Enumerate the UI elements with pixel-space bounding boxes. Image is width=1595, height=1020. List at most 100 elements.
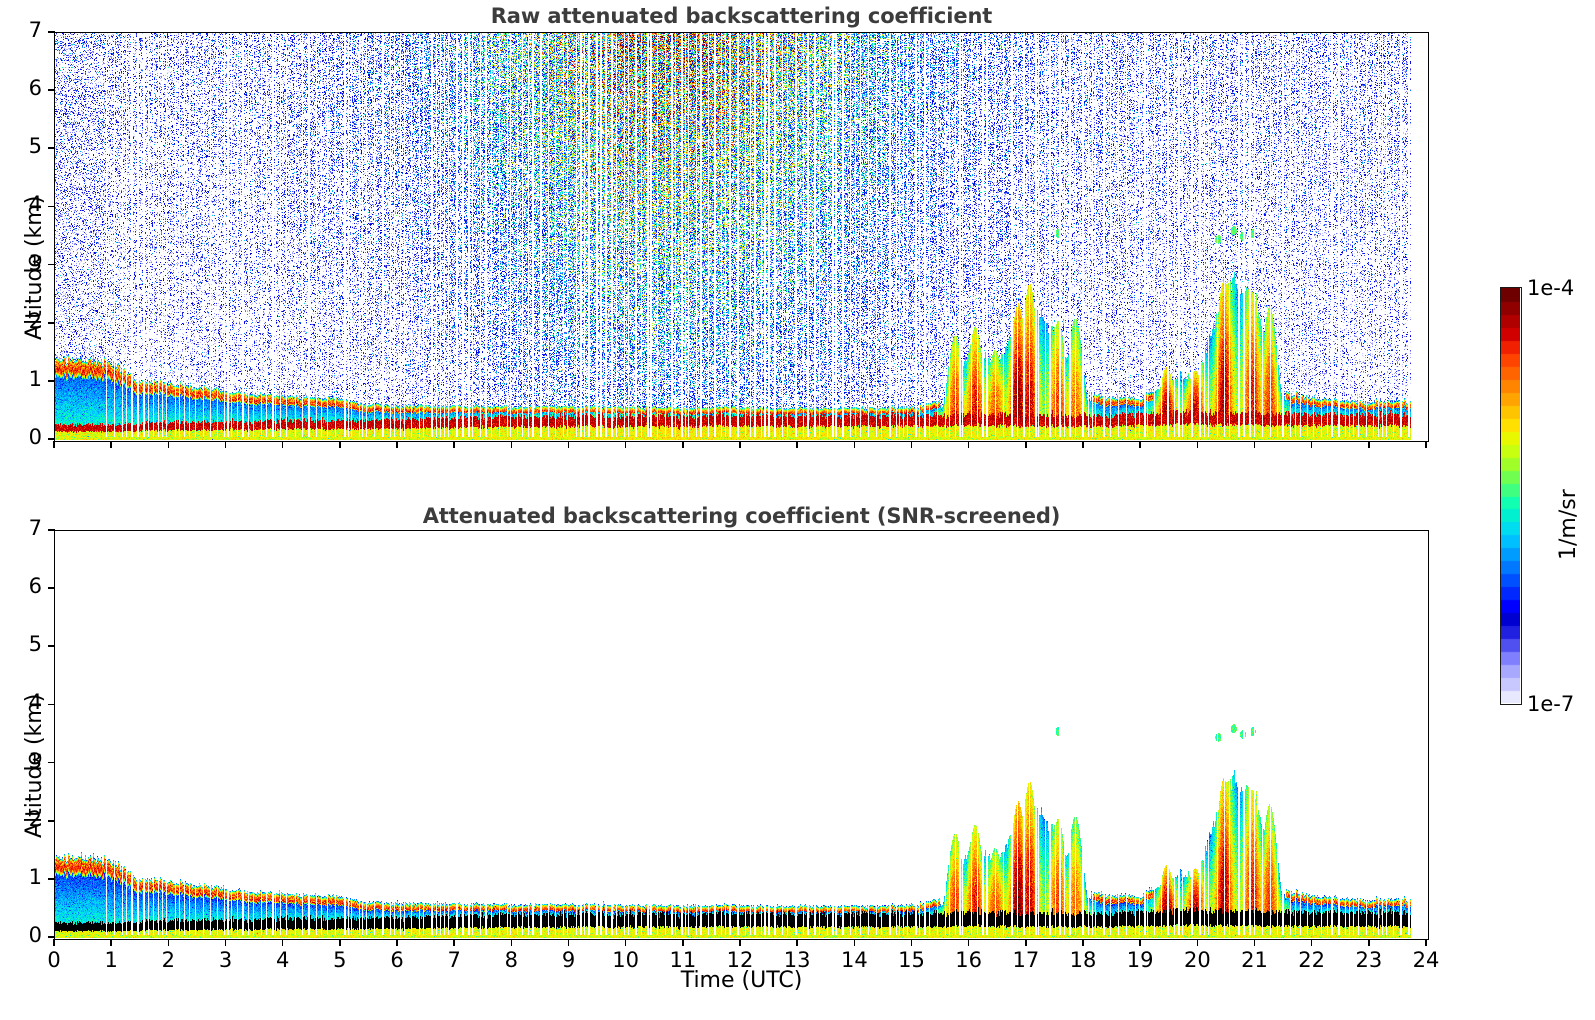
x-tick-top-23: [1368, 441, 1370, 448]
x-tick-label-11: 11: [669, 948, 697, 972]
colorbar-unit-label: 1/m/sr: [1556, 489, 1581, 560]
x-tick-bot-18: [1082, 939, 1084, 946]
x-tick-bot-9: [567, 939, 570, 946]
y-tick-label-bot-5: 5: [28, 632, 42, 657]
y-tick-top-1: [48, 380, 55, 382]
y-tick-top-2: [48, 321, 55, 324]
x-tick-top-6: [396, 441, 398, 448]
x-tick-top-11: [682, 441, 684, 448]
y-tick-label-top-7: 7: [28, 18, 42, 42]
y-tick-label-top-4: 4: [28, 192, 42, 217]
x-tick-label-20: 20: [1183, 948, 1211, 972]
y-tick-label-top-0: 0: [28, 425, 42, 449]
y-tick-top-0: [48, 438, 55, 440]
x-tick-top-8: [510, 441, 513, 448]
x-tick-bot-0: [53, 939, 55, 946]
x-tick-bot-11: [682, 939, 684, 946]
y-tick-label-top-5: 5: [28, 134, 42, 159]
panel-title-screened: Attenuated backscattering coefficient (S…: [422, 504, 1061, 528]
x-tick-bot-13: [796, 939, 798, 946]
x-tick-label-12: 12: [726, 948, 754, 972]
x-tick-label-24: 24: [1412, 948, 1440, 972]
x-tick-bot-1: [110, 939, 112, 946]
y-tick-top-3: [48, 263, 55, 266]
x-tick-bot-24: [1425, 939, 1427, 946]
y-tick-label-bot-1: 1: [28, 864, 42, 889]
x-tick-label-22: 22: [1298, 948, 1326, 972]
y-tick-top-6: [48, 89, 55, 91]
x-tick-bot-6: [396, 939, 398, 946]
x-tick-bot-17: [1025, 939, 1027, 946]
x-tick-label-8: 8: [504, 948, 519, 972]
x-tick-bot-19: [1139, 939, 1141, 946]
x-tick-bot-20: [1196, 939, 1199, 946]
x-tick-top-15: [910, 441, 913, 448]
x-tick-label-1: 1: [104, 948, 118, 972]
x-tick-bot-10: [624, 939, 627, 946]
x-tick-bot-14: [853, 939, 856, 946]
x-tick-label-2: 2: [161, 948, 176, 972]
x-tick-bot-22: [1310, 939, 1313, 946]
heatmap-raw: [55, 33, 1427, 440]
y-tick-label-bot-6: 6: [28, 574, 42, 599]
x-tick-top-21: [1253, 441, 1256, 448]
x-tick-label-3: 3: [218, 948, 233, 972]
x-tick-top-0: [53, 441, 55, 448]
colorbar-min-label: 1e-7: [1527, 692, 1575, 716]
x-tick-top-16: [967, 441, 970, 448]
y-tick-bot-1: [48, 878, 55, 880]
y-tick-bot-4: [48, 703, 55, 706]
x-tick-top-7: [453, 441, 455, 448]
x-tick-label-13: 13: [783, 948, 811, 972]
y-tick-bot-2: [48, 819, 55, 822]
x-tick-label-23: 23: [1355, 948, 1383, 972]
y-tick-label-bot-0: 0: [28, 923, 42, 947]
x-tick-label-17: 17: [1012, 948, 1040, 972]
y-tick-bot-3: [48, 761, 55, 764]
x-tick-top-24: [1425, 441, 1427, 448]
y-tick-label-bot-7: 7: [28, 516, 42, 540]
plot-area-screened: [54, 530, 1429, 940]
x-tick-bot-4: [281, 939, 284, 946]
x-axis-label: Time (UTC): [680, 968, 803, 993]
x-tick-top-13: [796, 441, 798, 448]
x-tick-label-5: 5: [333, 948, 347, 972]
heatmap-screened: [55, 531, 1427, 938]
x-tick-label-0: 0: [47, 948, 61, 972]
colorbar: [1500, 287, 1522, 705]
x-tick-top-17: [1025, 441, 1027, 448]
x-tick-label-15: 15: [898, 948, 925, 972]
x-tick-top-3: [224, 441, 227, 448]
x-tick-top-1: [110, 441, 112, 448]
x-tick-bot-21: [1253, 939, 1256, 946]
x-tick-top-22: [1310, 441, 1313, 448]
y-tick-top-7: [48, 31, 55, 33]
x-tick-top-4: [281, 441, 284, 448]
y-tick-bot-7: [48, 529, 55, 531]
x-tick-bot-12: [739, 939, 741, 946]
x-tick-bot-15: [910, 939, 913, 946]
x-tick-label-7: 7: [447, 948, 461, 972]
y-tick-bot-5: [48, 645, 55, 648]
x-tick-label-4: 4: [275, 948, 290, 972]
panel-title-raw: Raw attenuated backscattering coefficien…: [490, 4, 993, 28]
x-tick-label-16: 16: [955, 948, 983, 972]
x-tick-label-6: 6: [390, 948, 404, 972]
y-tick-label-top-3: 3: [28, 250, 42, 275]
x-tick-label-19: 19: [1126, 948, 1154, 972]
x-tick-label-10: 10: [612, 948, 640, 972]
x-tick-bot-5: [339, 939, 341, 946]
x-tick-label-9: 9: [561, 948, 576, 972]
x-tick-bot-2: [167, 939, 170, 946]
x-tick-label-21: 21: [1241, 948, 1268, 972]
x-tick-top-14: [853, 441, 856, 448]
x-tick-bot-3: [224, 939, 227, 946]
x-tick-top-18: [1082, 441, 1084, 448]
x-tick-bot-23: [1368, 939, 1370, 946]
plot-area-raw: [54, 32, 1429, 442]
y-tick-label-bot-4: 4: [28, 690, 42, 715]
y-tick-label-bot-2: 2: [28, 806, 42, 831]
x-tick-bot-16: [967, 939, 970, 946]
x-tick-label-18: 18: [1069, 948, 1097, 972]
